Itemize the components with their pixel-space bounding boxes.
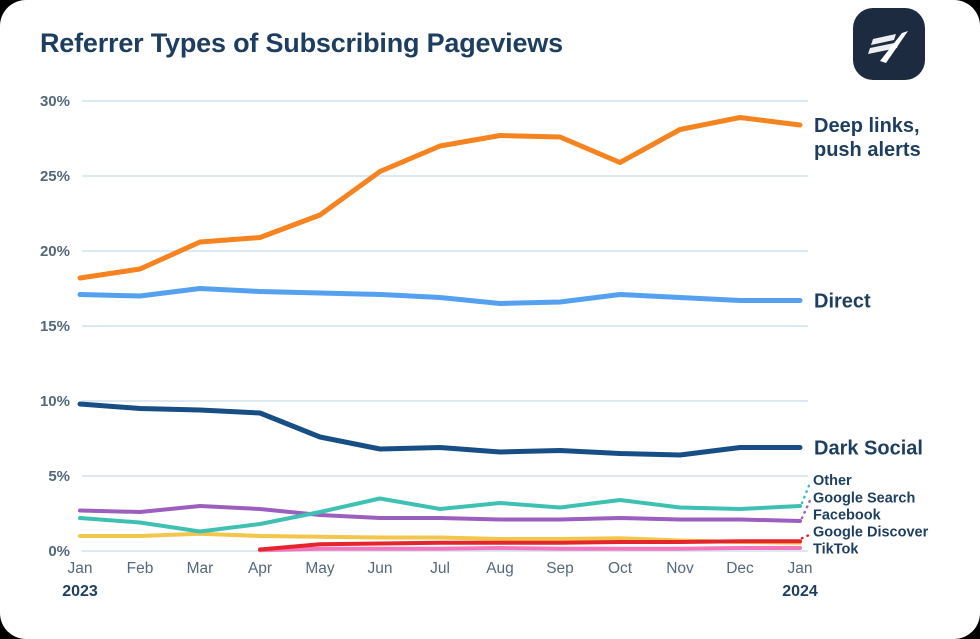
x-tick-label: Jan xyxy=(788,560,813,577)
gridlines xyxy=(82,100,808,552)
x-tick-label: Sep xyxy=(546,560,574,577)
series-label: Other xyxy=(813,473,852,489)
series-end-labels: Deep links,push alerts Direct Dark Social O… xyxy=(800,115,929,558)
y-tick-label: 0% xyxy=(48,543,70,560)
x-tick-label: Jun xyxy=(368,560,393,577)
y-tick-label: 30% xyxy=(40,93,70,110)
label-leader-line xyxy=(800,533,812,540)
y-tick-label: 25% xyxy=(40,168,70,185)
x-axis-labels: Jan 2023 Feb Mar Apr May Jun Jul Aug Sep Oct Nov Dec… xyxy=(62,560,818,600)
x-tick-label: Mar xyxy=(187,560,214,577)
x-year-label: 2024 xyxy=(782,583,818,600)
x-tick-label: May xyxy=(305,560,335,577)
x-tick-label: Aug xyxy=(486,560,514,577)
series-label: Dark Social xyxy=(814,438,923,460)
line-tiktok xyxy=(258,546,802,553)
x-tick-label: Dec xyxy=(726,560,754,577)
x-tick-label: Oct xyxy=(608,560,633,577)
series-label: Facebook xyxy=(813,508,882,524)
y-tick-label: 15% xyxy=(40,318,70,335)
series-label: push alerts xyxy=(814,139,921,161)
line-google-search xyxy=(78,504,802,523)
x-tick-label: Jan xyxy=(68,560,93,577)
line-other xyxy=(78,496,802,534)
x-tick-label: Apr xyxy=(248,560,272,577)
x-tick-label: Jul xyxy=(430,560,450,577)
y-tick-label: 5% xyxy=(48,468,70,485)
x-tick-label: Feb xyxy=(127,560,154,577)
line-direct xyxy=(77,286,803,306)
label-leader-line xyxy=(800,481,812,505)
series-label: TikTok xyxy=(813,542,859,558)
x-year-label: 2023 xyxy=(62,583,98,600)
series-lines xyxy=(77,115,803,553)
chartbeat-logo xyxy=(853,8,925,80)
y-tick-label: 20% xyxy=(40,243,70,260)
series-label: Direct xyxy=(814,291,871,313)
y-axis-labels: 0% 5% 10% 15% 20% 25% 30% xyxy=(40,93,70,560)
series-label: Google Discover xyxy=(813,525,929,541)
series-label: Deep links, xyxy=(814,115,920,137)
line-dark-social xyxy=(77,401,803,458)
line-google-discover xyxy=(258,539,802,552)
x-tick-label: Nov xyxy=(666,560,694,577)
chartbeat-logo-icon xyxy=(868,31,908,63)
y-tick-label: 10% xyxy=(40,393,70,410)
series-label: Google Search xyxy=(813,491,915,507)
page-title: Referrer Types of Subscribing Pageviews xyxy=(40,28,563,58)
line-deep-links-push-alerts xyxy=(77,115,803,281)
